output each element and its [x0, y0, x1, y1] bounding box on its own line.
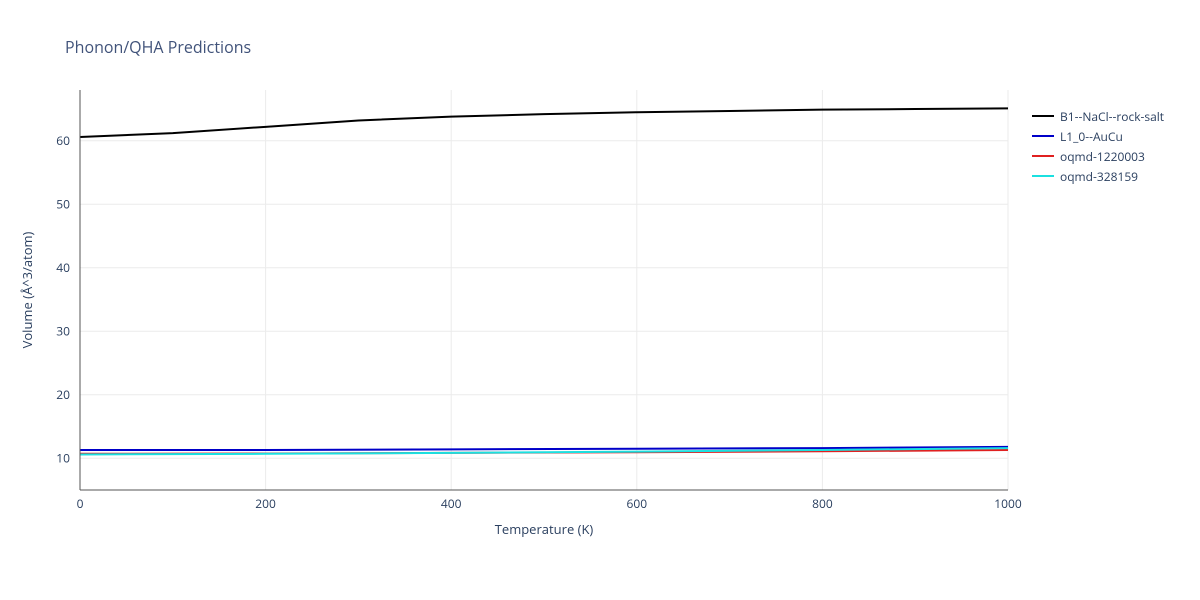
legend-label: oqmd-328159: [1060, 168, 1138, 185]
legend-item[interactable]: B1--NaCl--rock-salt: [1032, 106, 1164, 126]
x-tick-label: 400: [441, 495, 462, 512]
legend: B1--NaCl--rock-salt L1_0--AuCu oqmd-122000…: [1032, 106, 1164, 186]
legend-item[interactable]: oqmd-328159: [1032, 166, 1164, 186]
y-tick-label: 50: [56, 195, 70, 212]
legend-label: oqmd-1220003: [1060, 148, 1145, 165]
legend-swatch: [1032, 115, 1054, 117]
x-tick-label: 1000: [994, 495, 1022, 512]
y-tick-label: 40: [56, 259, 70, 276]
x-tick-label: 0: [77, 495, 84, 512]
y-tick-label: 60: [56, 132, 70, 149]
x-axis-label: Temperature (K): [495, 520, 594, 538]
x-tick-label: 800: [812, 495, 833, 512]
legend-swatch: [1032, 155, 1054, 157]
y-axis-label: Volume (Å^3/atom): [18, 231, 36, 348]
legend-swatch: [1032, 135, 1054, 137]
legend-item[interactable]: L1_0--AuCu: [1032, 126, 1164, 146]
legend-label: L1_0--AuCu: [1060, 128, 1123, 145]
line-chart: 0 200 400 600 800 1000 10 20 30 40 50 60 Temperature…: [0, 0, 1200, 600]
legend-swatch: [1032, 175, 1054, 177]
y-tick-label: 20: [56, 386, 70, 403]
legend-item[interactable]: oqmd-1220003: [1032, 146, 1164, 166]
y-tick-label: 30: [56, 322, 70, 339]
series-line[interactable]: [80, 108, 1008, 137]
legend-label: B1--NaCl--rock-salt: [1060, 108, 1164, 125]
x-tick-label: 600: [627, 495, 648, 512]
y-tick-label: 10: [56, 449, 70, 466]
x-tick-label: 200: [255, 495, 276, 512]
